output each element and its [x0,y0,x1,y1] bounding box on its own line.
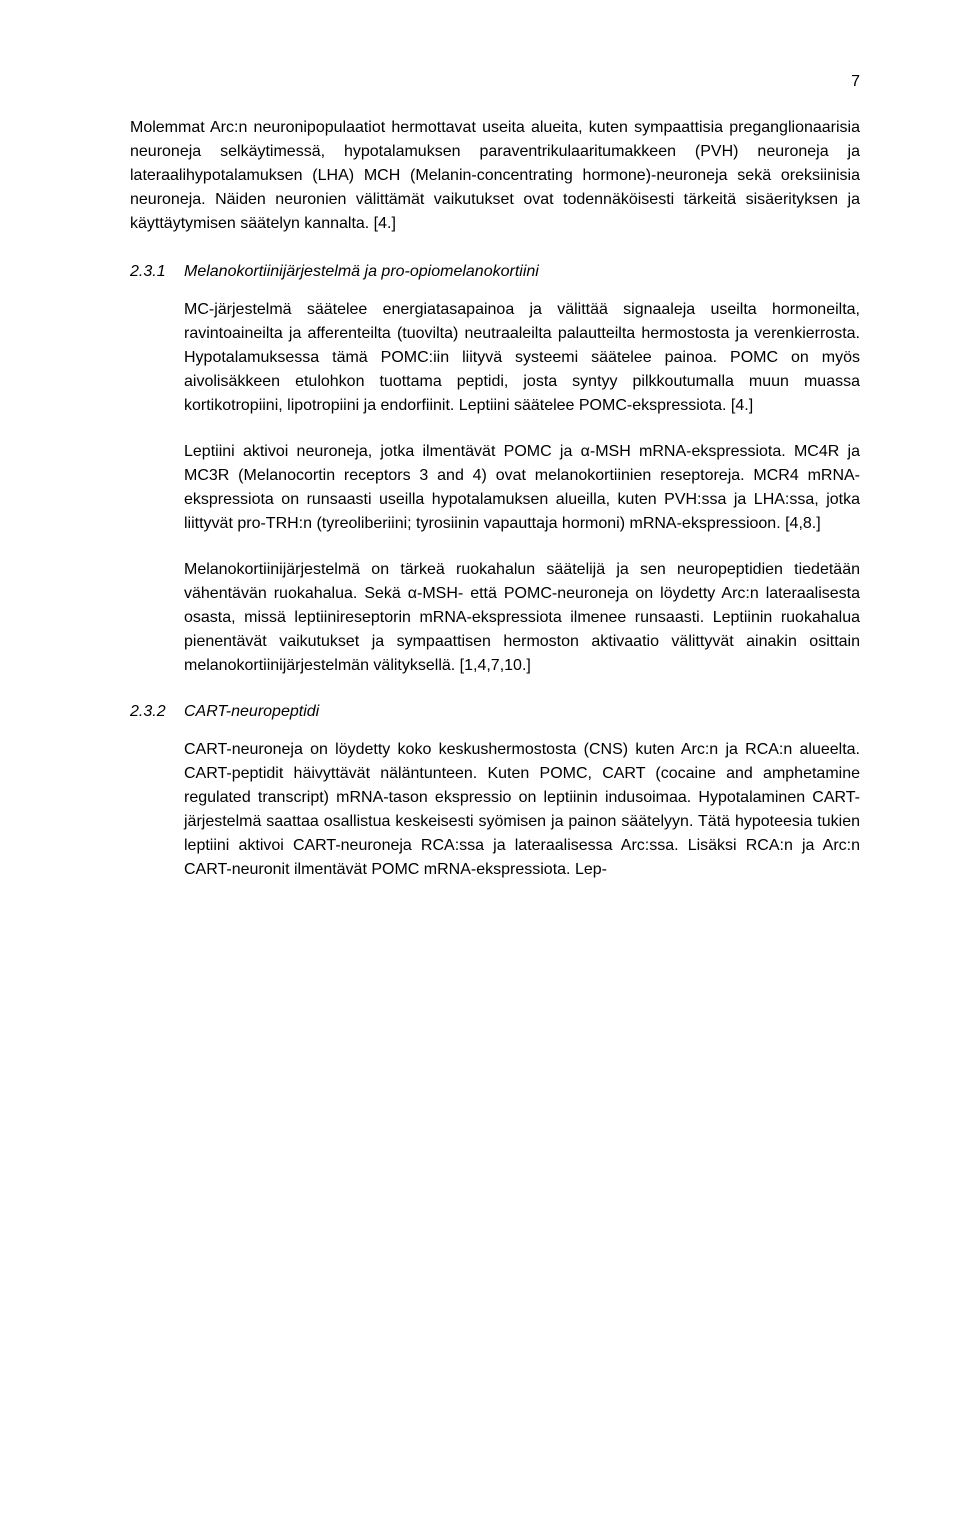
section-title: CART-neuropeptidi [184,700,319,724]
section-heading-232: 2.3.2 CART-neuropeptidi [130,700,860,724]
section-title: Melanokortiinijärjestelmä ja pro-opiomel… [184,260,539,284]
page-number: 7 [130,70,860,94]
body-paragraph: CART-neuroneja on löydetty koko keskushe… [184,738,860,882]
section-number: 2.3.2 [130,700,184,724]
body-paragraph: Melanokortiinijärjestelmä on tärkeä ruok… [184,558,860,678]
section-heading-231: 2.3.1 Melanokortiinijärjestelmä ja pro-o… [130,260,860,284]
body-paragraph: Leptiini aktivoi neuroneja, jotka ilment… [184,440,860,536]
body-paragraph: MC-järjestelmä säätelee energiatasapaino… [184,298,860,418]
section-number: 2.3.1 [130,260,184,284]
intro-paragraph: Molemmat Arc:n neuronipopulaatiot hermot… [130,116,860,236]
